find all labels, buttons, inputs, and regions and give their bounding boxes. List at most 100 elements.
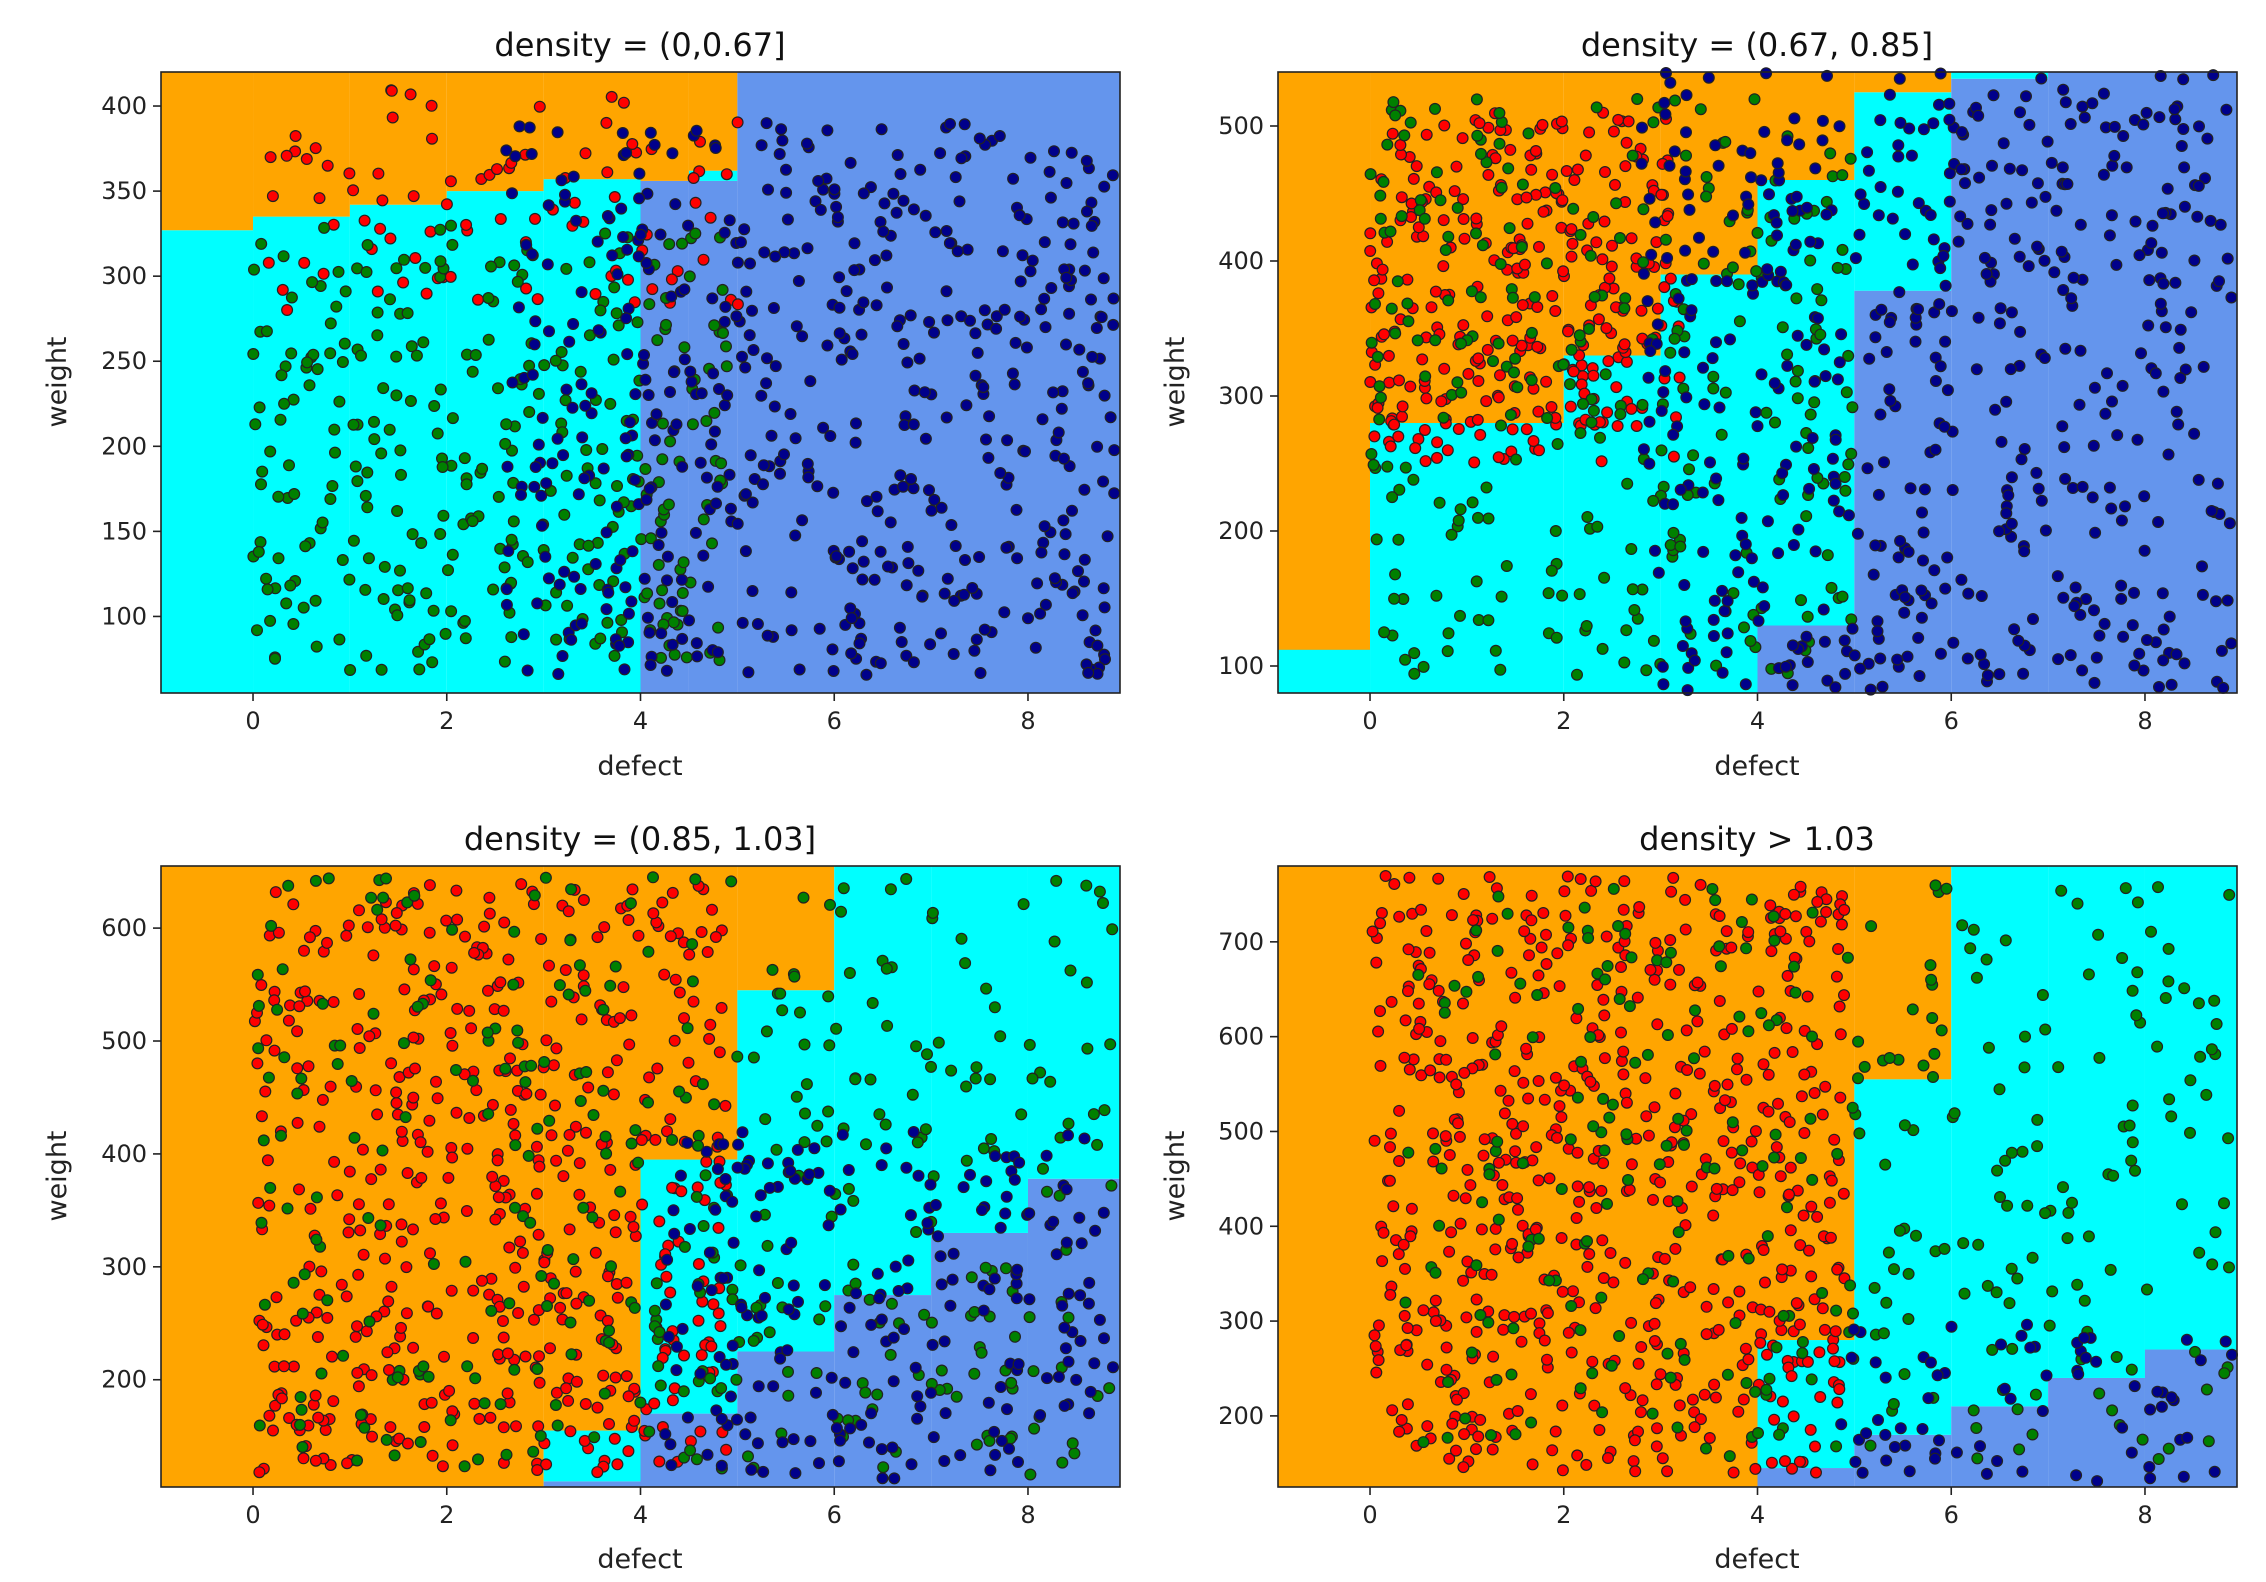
subplot-0-point-navy [700, 471, 713, 484]
subplot-3-point-navy [2015, 1329, 2028, 1342]
subplot-0-point-red [444, 175, 457, 188]
subplot-1-point-navy [1932, 98, 1945, 111]
subplot-3-point-red [1700, 1328, 1713, 1341]
subplot-0-point-navy [1055, 402, 1068, 415]
subplot-1-point-green [1776, 321, 1789, 334]
subplot-0-point-navy [960, 399, 973, 412]
subplot-3-point-green [1768, 934, 1781, 947]
subplot-3-point-navy [1994, 1338, 2007, 1351]
subplot-0-point-navy [626, 545, 639, 558]
subplot-3-point-green [1967, 1404, 1980, 1417]
subplot-0-point-navy [1091, 639, 1104, 652]
subplot-3-point-green [1982, 1041, 1995, 1054]
subplot-3-point-red [1787, 888, 1800, 901]
subplot-0-point-green [328, 423, 341, 436]
subplot-3-point-green [1599, 973, 1612, 986]
subplot-0-point-green [607, 575, 620, 588]
subplot-1-point-navy [2117, 630, 2130, 643]
subplot-1-point-navy [1833, 120, 1846, 133]
subplot-1-point-navy [2173, 341, 2186, 354]
subplot-0-point-red [298, 256, 311, 269]
subplot-0-point-navy [697, 549, 710, 562]
subplot-3-point-red [1439, 1130, 1452, 1143]
subplot-0-point-navy [1087, 246, 1100, 259]
subplot-3-point-green [1709, 894, 1722, 907]
subplot-0-point-navy [955, 152, 968, 165]
subplot-3-point-red [1383, 1141, 1396, 1154]
subplot-0-point-green [427, 604, 440, 617]
subplot-3-xtick-label: 2 [1556, 1501, 1571, 1529]
subplot-3-point-green [2131, 896, 2144, 909]
subplot-1-point-navy [1659, 108, 1672, 121]
subplot-3-point-red [1496, 1178, 1509, 1191]
subplot-2-point-red [562, 905, 575, 918]
subplot-1-point-navy [2115, 579, 2128, 592]
subplot-1-point-navy [1659, 66, 1672, 79]
subplot-1-point-navy [2056, 161, 2069, 174]
subplot-0-point-green [508, 259, 521, 272]
subplot-2-point-green [459, 1255, 472, 1268]
subplot-2-point-green [704, 1372, 717, 1385]
subplot-2-xtick-label: 8 [1020, 1501, 1035, 1529]
subplot-3-point-red [1434, 1035, 1447, 1048]
subplot-1-point-navy [1656, 660, 1669, 673]
subplot-1-point-green [1836, 243, 1849, 256]
subplot-2-point-red [664, 1113, 677, 1126]
subplot-3-point-red [1768, 1046, 1781, 1059]
subplot-1-point-navy [1800, 338, 1813, 351]
subplot-3-point-red [1650, 1440, 1663, 1453]
subplot-2-point-red [577, 969, 590, 982]
subplot-1-point-navy [1809, 162, 1822, 175]
subplot-3-point-red [1757, 1058, 1770, 1071]
subplot-2-point-green [564, 1316, 577, 1329]
subplot-2-point-green [866, 996, 879, 1009]
subplot-0-point-navy [1090, 322, 1103, 335]
subplot-2-point-red [653, 1215, 666, 1228]
subplot-3-point-red [1549, 1071, 1562, 1084]
subplot-1-point-navy [1954, 210, 1967, 223]
subplot-0-point-navy [895, 635, 908, 648]
subplot-3-point-green [1482, 1316, 1495, 1329]
subplot-1-point-green [1844, 152, 1857, 165]
subplot-3-point-navy [2024, 1341, 2037, 1354]
subplot-2-point-green [294, 1390, 307, 1403]
subplot-3-point-red [1522, 1092, 1535, 1105]
subplot-3-point-red [1543, 1172, 1556, 1185]
subplot-1-point-green [1540, 257, 1553, 270]
subplot-2-point-red [559, 963, 572, 976]
subplot-3-point-red [1517, 1076, 1530, 1089]
subplot-1-point-navy [2120, 161, 2133, 174]
subplot-2-point-green [398, 1037, 411, 1050]
subplot-2-point-red [491, 1154, 504, 1167]
subplot-0-point-navy [1036, 413, 1049, 426]
subplot-0-point-navy [739, 488, 752, 501]
subplot-3-point-navy [1931, 1369, 1944, 1382]
subplot-3-point-green [2151, 1040, 2164, 1053]
subplot-1-point-green [1373, 380, 1386, 393]
subplot-2-point-navy [1078, 1132, 1091, 1145]
subplot-0-ytick-label: 400 [101, 92, 147, 120]
subplot-3-point-green [2159, 991, 2172, 1004]
subplot-1-point-red [1664, 272, 1677, 285]
subplot-0-point-navy [655, 627, 668, 640]
subplot-0-point-navy [718, 399, 731, 412]
subplot-1-point-red [1598, 215, 1611, 228]
subplot-1-point-navy [2087, 439, 2100, 452]
subplot-3-point-green [2125, 1154, 2138, 1167]
subplot-3-region-6-orange [1854, 866, 1952, 1080]
subplot-1-point-red [1396, 400, 1409, 413]
subplot-0-point-navy [746, 584, 759, 597]
subplot-1-xtick-label: 6 [1944, 707, 1959, 735]
subplot-0-point-green [355, 349, 368, 362]
subplot-2-point-green [278, 1051, 291, 1064]
subplot-1-point-red [1601, 406, 1614, 419]
subplot-3-point-red [1680, 1024, 1693, 1037]
subplot-2-point-green [970, 1061, 983, 1074]
subplot-0-point-red [626, 138, 639, 151]
subplot-0-point-red [404, 88, 417, 101]
subplot-3-point-navy [1980, 1467, 1993, 1480]
subplot-3-point-green [1465, 1346, 1478, 1359]
subplot-0-point-navy [996, 245, 1009, 258]
subplot-2-point-green [598, 1387, 611, 1400]
